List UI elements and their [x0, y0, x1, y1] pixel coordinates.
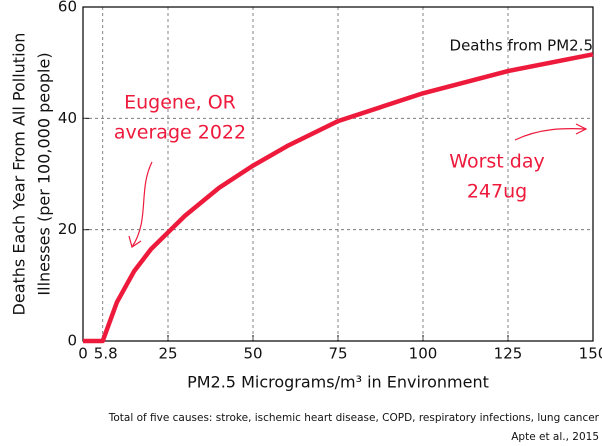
x-tick-label: 50 [243, 345, 262, 363]
arrow [131, 161, 153, 248]
arrows [128, 123, 588, 248]
annotation: average 2022 [114, 122, 246, 144]
arrow-head [128, 235, 142, 248]
y-tick-label: 0 [67, 332, 77, 350]
arrow-head [575, 123, 588, 135]
plot-frame [82, 6, 594, 342]
x-tick-label: 75 [328, 345, 347, 363]
x-tick-label: 125 [494, 345, 523, 363]
y-axis-label: Illnesses (per 100,000 people) [35, 52, 54, 295]
x-tick-label: 25 [158, 345, 177, 363]
footnote: Total of five causes: stroke, ischemic h… [108, 412, 600, 424]
x-axis-label: PM2.5 Micrograms/m³ in Environment [187, 373, 489, 392]
annotation: Worst day [449, 151, 544, 173]
x-tick-label: 150 [579, 345, 602, 363]
series-label: Deaths from PM2.5 [450, 37, 593, 55]
x-tick-label: 5.8 [94, 345, 118, 363]
arrow [514, 128, 587, 141]
footnote: Apte et al., 2015 [511, 431, 599, 443]
y-tick-label: 40 [58, 109, 77, 127]
x-tick-label: 0 [78, 345, 88, 363]
annotation: 247ug [467, 181, 527, 203]
y-tick-label: 20 [58, 220, 77, 238]
annotation: Eugene, OR [124, 92, 236, 114]
y-tick-label: 60 [58, 0, 77, 16]
line-series [83, 52, 594, 344]
y-axis-label: Deaths Each Year From All Pollution [10, 33, 29, 316]
x-tick-label: 100 [409, 345, 438, 363]
